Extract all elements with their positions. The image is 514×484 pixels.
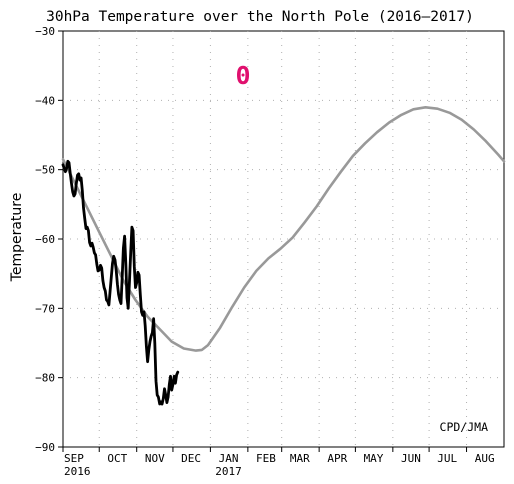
x-tick-label: JAN	[219, 452, 239, 465]
plot-frame	[62, 30, 505, 448]
x-tick-label: OCT	[107, 452, 127, 465]
chart-title: 30hPa Temperature over the North Pole (2…	[46, 9, 474, 25]
y-tick-label: −50	[35, 164, 55, 177]
x-tick-label: MAR	[290, 452, 310, 465]
x-tick-label: AUG	[475, 452, 495, 465]
credit-label: CPD/JMA	[440, 420, 489, 434]
y-tick-label: −30	[35, 25, 55, 38]
y-tick-label: −40	[35, 94, 55, 107]
x-tick-label: JUL	[437, 452, 457, 465]
climatology-line	[61, 106, 506, 352]
y-tick-label: −80	[35, 372, 55, 385]
x-tick-label: FEB	[256, 452, 276, 465]
series-layer	[61, 106, 506, 406]
grid-layer	[63, 31, 504, 447]
y-ticks-layer: −30 −40 −50 −60 −70 −80 −90	[35, 25, 63, 454]
x-tick-label: DEC	[181, 452, 201, 465]
observed-temperature-line	[61, 159, 180, 406]
zero-annotation: 0	[235, 61, 250, 90]
y-axis-title: Temperature	[9, 193, 25, 283]
y-tick-label: −60	[35, 233, 55, 246]
x-tick-label: APR	[327, 452, 347, 465]
x-tick-label: SEP	[64, 452, 84, 465]
x-tick-label: JUN	[401, 452, 421, 465]
y-tick-label: −90	[35, 441, 55, 454]
x-tick-year-label: 2017	[215, 465, 242, 478]
x-tick-label: NOV	[145, 452, 165, 465]
x-tick-label: MAY	[364, 452, 384, 465]
y-tick-label: −70	[35, 302, 55, 315]
x-tick-year-label: 2016	[64, 465, 91, 478]
